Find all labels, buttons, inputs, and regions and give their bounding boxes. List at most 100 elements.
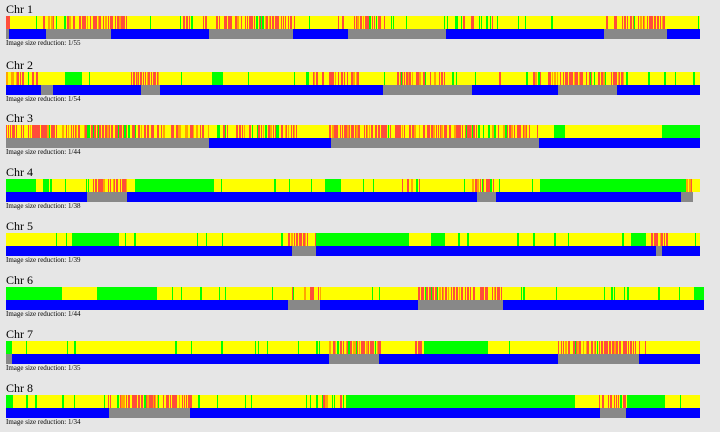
marker-stripe — [363, 125, 366, 138]
marker-stripe — [250, 16, 252, 29]
marker-tick — [405, 16, 408, 29]
marker-stripe — [241, 16, 243, 29]
marker-stripe — [523, 125, 525, 138]
marker-stripe — [184, 395, 186, 408]
size-reduction-note: Image size reduction: 1/44 — [6, 148, 81, 156]
marker-stripe — [332, 72, 335, 85]
marker-stripe — [317, 287, 320, 300]
marker-stripe — [425, 287, 428, 300]
marker-stripe — [456, 125, 458, 138]
marker-stripe — [630, 341, 632, 354]
marker-stripe — [293, 233, 295, 246]
marker-stripe — [344, 125, 346, 138]
marker-stripe — [549, 72, 551, 85]
marker-stripe — [489, 16, 492, 29]
marker-stripe — [606, 341, 608, 354]
region-track — [6, 85, 700, 95]
marker-stripe — [114, 16, 117, 29]
marker-tick — [694, 72, 696, 85]
marker-stripe — [350, 72, 353, 85]
genotype-track — [6, 72, 700, 85]
marker-stripe — [191, 395, 192, 408]
marker-stripe — [312, 287, 315, 300]
marker-tick — [198, 395, 200, 408]
marker-stripe — [378, 16, 381, 29]
marker-tick — [467, 233, 469, 246]
marker-stripe — [457, 125, 459, 138]
marker-tick — [308, 16, 310, 29]
marker-stripe — [651, 16, 653, 29]
marker-stripe — [450, 287, 453, 300]
marker-tick — [664, 72, 667, 85]
marker-stripe — [411, 72, 414, 85]
chromosome-title: Chr 7 — [6, 327, 33, 341]
marker-stripe — [101, 179, 103, 192]
marker-stripe — [55, 125, 57, 138]
marker-stripe — [423, 125, 425, 138]
marker-tick — [475, 72, 477, 85]
marker-stripe — [120, 125, 122, 138]
marker-stripe — [371, 16, 374, 29]
marker-stripe — [445, 125, 447, 138]
marker-stripe — [621, 72, 624, 85]
marker-tick — [89, 72, 91, 85]
marker-stripe — [295, 125, 298, 138]
marker-stripe — [459, 125, 461, 138]
marker-stripe — [127, 395, 130, 408]
marker-stripe — [40, 125, 43, 138]
marker-stripe — [84, 125, 85, 138]
marker-stripe — [612, 341, 615, 354]
genotype-track — [6, 395, 700, 408]
size-reduction-note: Image size reduction: 1/35 — [6, 364, 81, 372]
marker-tick — [523, 287, 525, 300]
marker-stripe — [62, 125, 64, 138]
marker-stripe — [575, 72, 577, 85]
marker-stripe — [158, 72, 160, 85]
marker-stripe — [538, 72, 541, 85]
marker-stripe — [144, 72, 146, 85]
marker-stripe — [472, 179, 475, 192]
marker-stripe — [284, 125, 286, 138]
marker-stripe — [535, 72, 538, 85]
marker-stripe — [108, 395, 110, 408]
marker-stripe — [624, 395, 626, 408]
marker-stripe — [153, 395, 155, 408]
marker-stripe — [186, 125, 189, 138]
marker-stripe — [130, 72, 133, 85]
marker-stripe — [140, 125, 142, 138]
marker-stripe — [175, 125, 178, 138]
marker-stripe — [99, 16, 101, 29]
marker-stripe — [14, 125, 16, 138]
genotype-block — [42, 179, 50, 192]
marker-stripe — [332, 125, 334, 138]
marker-stripe — [438, 287, 441, 300]
marker-stripe — [141, 395, 143, 408]
marker-stripe — [431, 287, 432, 300]
marker-stripe — [188, 16, 191, 29]
marker-stripe — [632, 16, 635, 29]
marker-stripe — [277, 16, 280, 29]
region-blue — [661, 246, 700, 256]
marker-stripe — [479, 179, 482, 192]
marker-stripe — [446, 287, 448, 300]
marker-stripe — [225, 16, 227, 29]
marker-tick — [65, 233, 67, 246]
region-gray — [87, 192, 127, 202]
region-blue — [472, 85, 558, 95]
marker-stripe — [415, 179, 418, 192]
marker-stripe — [425, 72, 427, 85]
marker-stripe — [153, 72, 155, 85]
marker-stripe — [434, 287, 437, 300]
region-blue — [126, 192, 477, 202]
region-track — [6, 138, 700, 148]
marker-stripe — [147, 395, 149, 408]
marker-stripe — [328, 72, 330, 85]
marker-stripe — [85, 125, 87, 138]
region-blue — [6, 192, 88, 202]
marker-stripe — [565, 72, 568, 85]
region-blue — [445, 29, 605, 39]
marker-stripe — [282, 125, 283, 138]
genotype-block — [212, 72, 223, 85]
marker-stripe — [6, 72, 8, 85]
marker-stripe — [49, 125, 51, 138]
